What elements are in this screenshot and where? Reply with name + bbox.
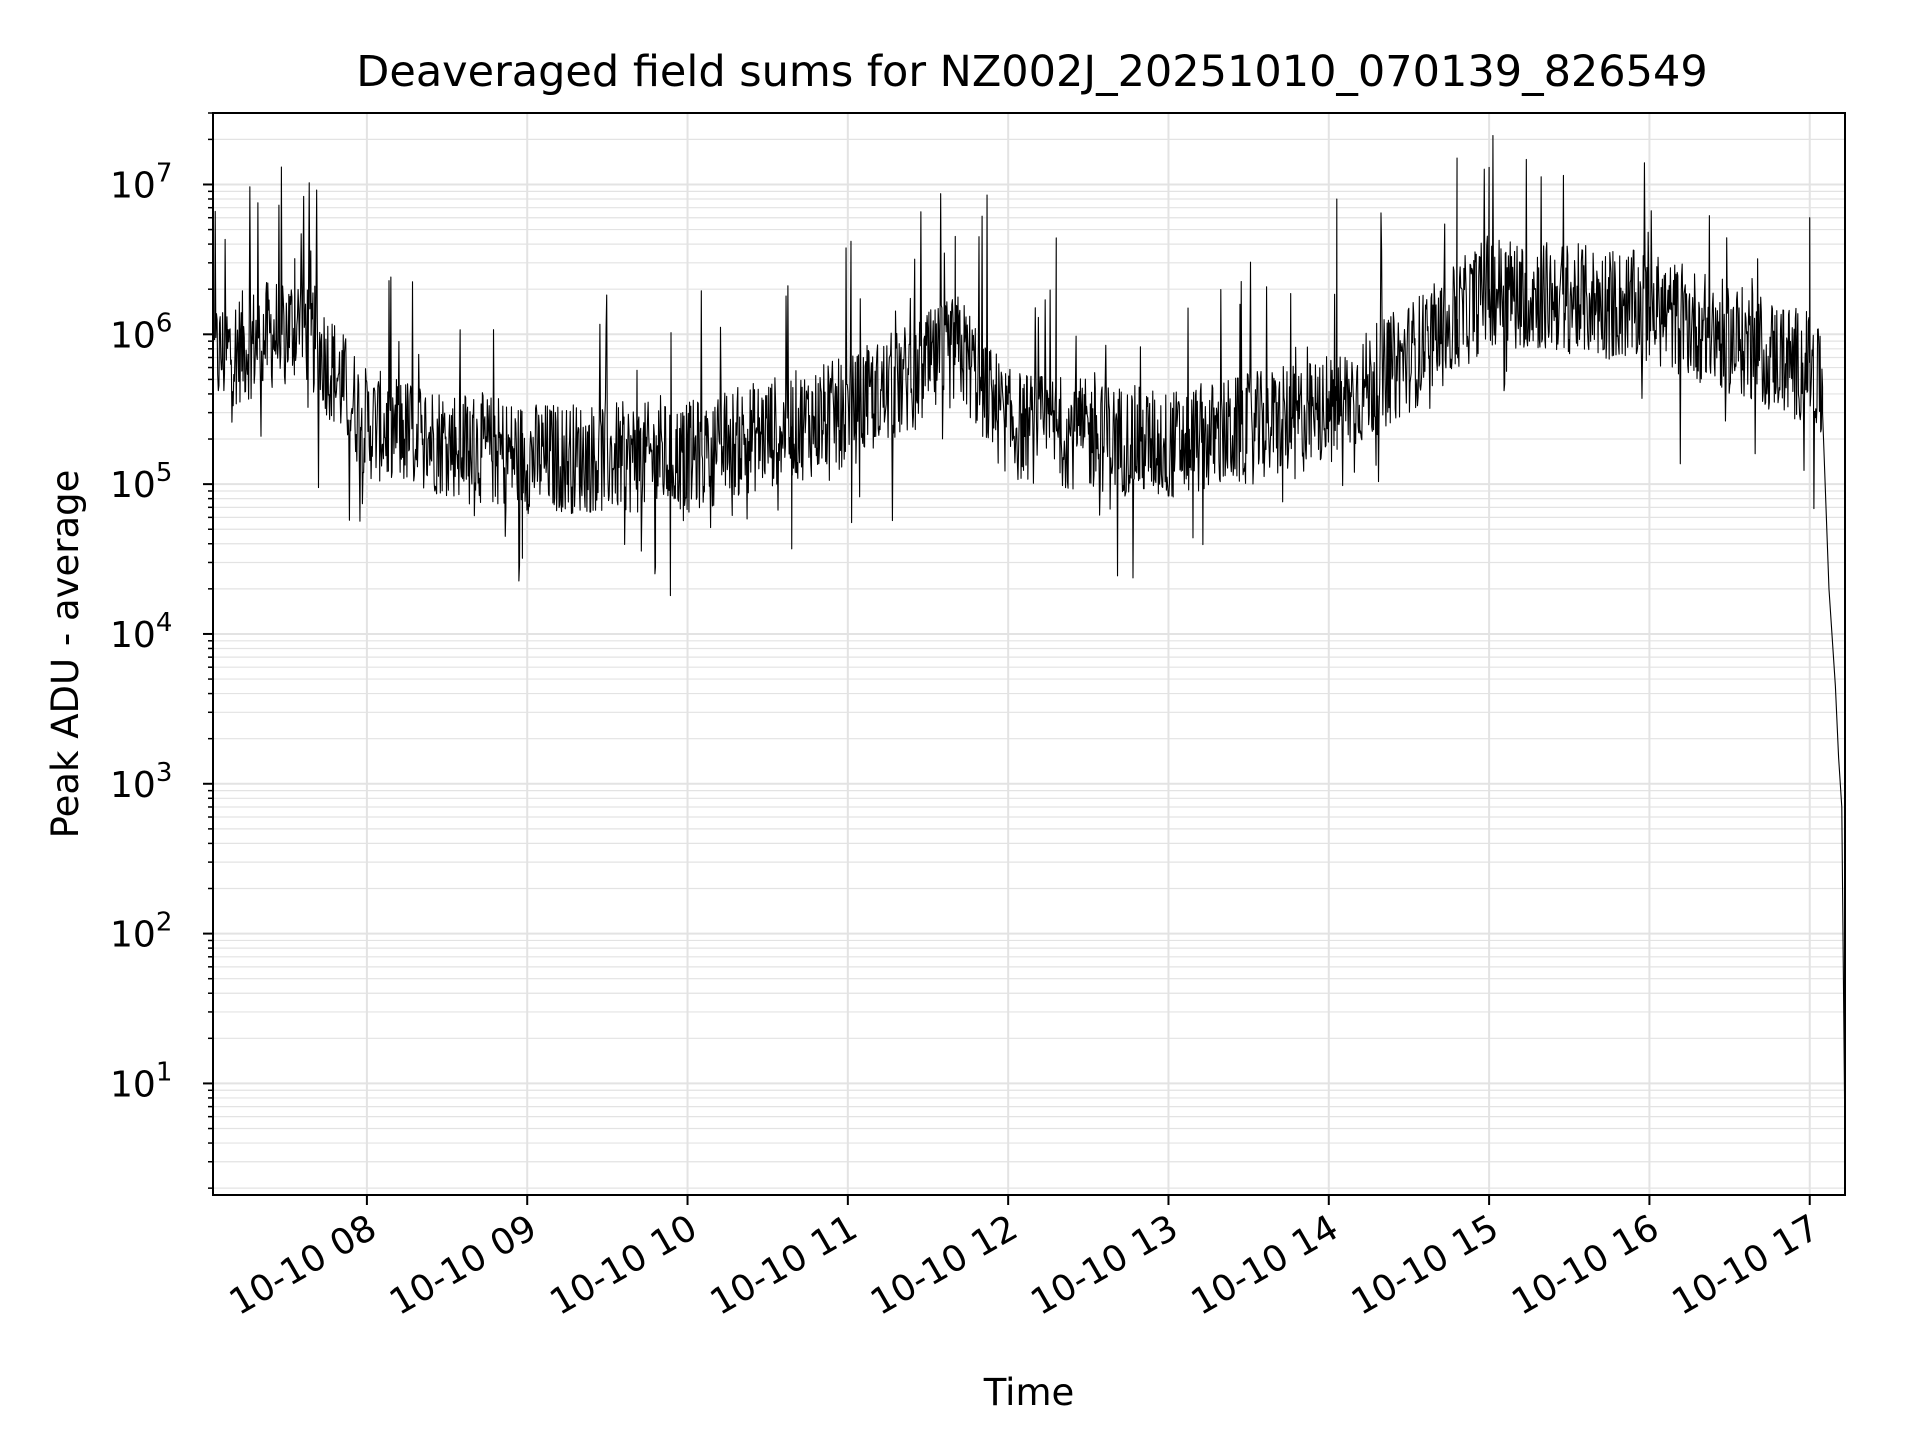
x-tick-label: 10-10 10 [543,1207,704,1323]
minor-grid [213,112,1845,1189]
x-axis: 10-10 08 10-10 09 10-10 10 10-10 11 10-10 12… [223,1195,1827,1324]
y-tick-label: 105 [110,458,172,506]
x-tick-label: 10-10 14 [1185,1207,1346,1323]
x-tick-label: 10-10 12 [864,1207,1025,1323]
x-tick-label: 10-10 15 [1345,1207,1506,1323]
y-tick-label: 103 [110,758,172,806]
y-axis: 101 102 103 104 105 106 107 [110,112,213,1189]
y-tick-label: 104 [110,608,172,656]
y-axis-label: Peak ADU - average [44,470,87,839]
x-tick-label: 10-10 17 [1666,1207,1827,1323]
x-tick-label: 10-10 13 [1024,1207,1185,1323]
y-tick-label: 107 [110,158,172,206]
x-tick-label: 10-10 08 [223,1207,384,1323]
y-tick-label: 102 [110,908,172,956]
y-tick-label: 101 [110,1057,172,1105]
x-tick-label: 10-10 11 [704,1207,865,1323]
x-tick-label: 10-10 09 [383,1207,544,1323]
x-axis-label: Time [983,1371,1075,1414]
x-tick-label: 10-10 16 [1505,1207,1666,1323]
major-grid [213,113,1845,1195]
plot-frame [212,112,1846,1196]
series-line [214,134,1846,1147]
chart-title: Deaveraged field sums for NZ002J_2025101… [356,47,1707,97]
y-tick-label: 106 [110,308,172,356]
